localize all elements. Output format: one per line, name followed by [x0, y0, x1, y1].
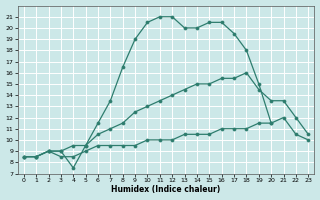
X-axis label: Humidex (Indice chaleur): Humidex (Indice chaleur): [111, 185, 221, 194]
